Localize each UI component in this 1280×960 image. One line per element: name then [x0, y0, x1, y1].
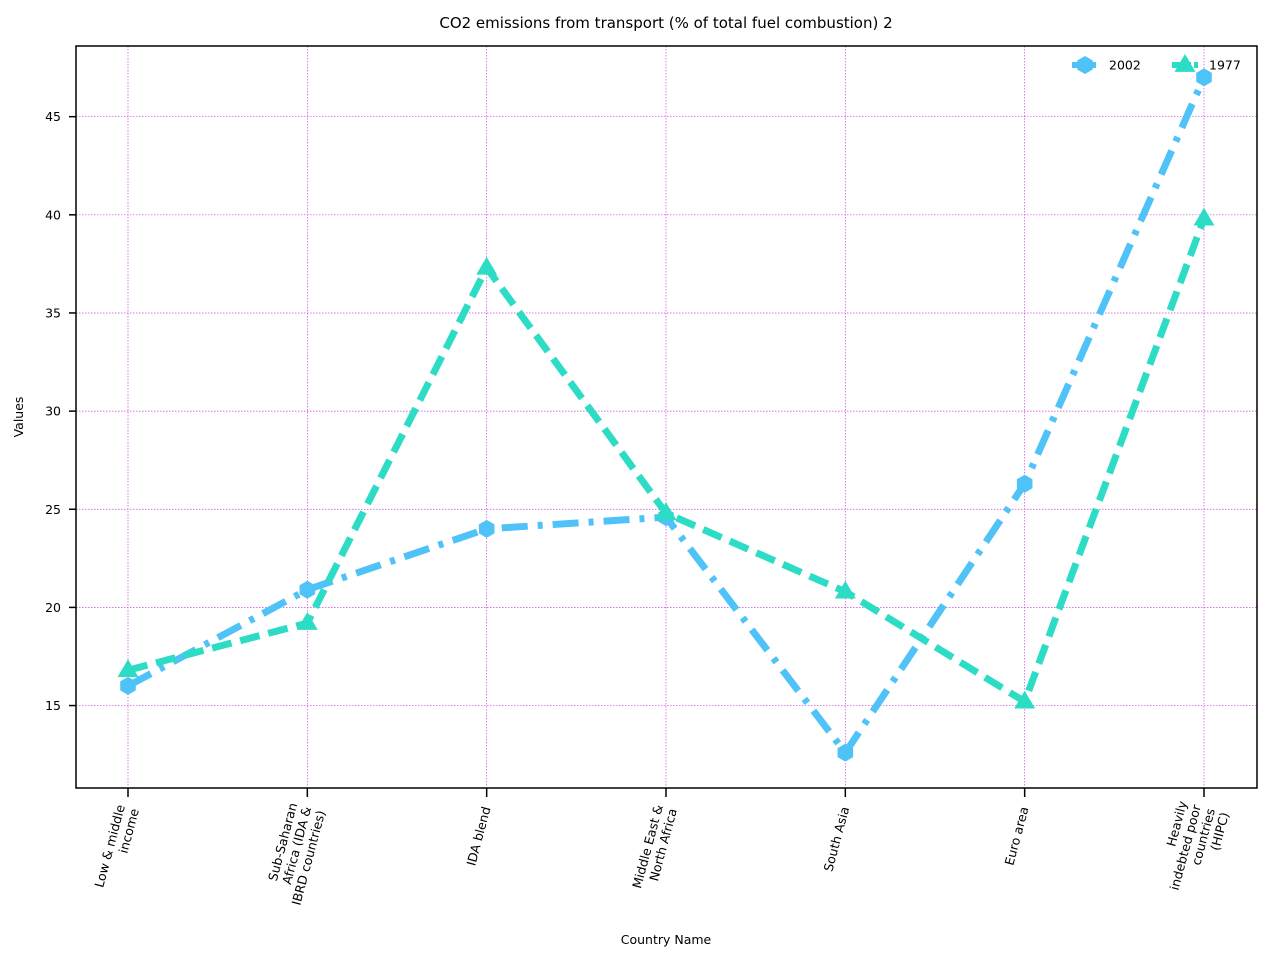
- y-tick-label: 40: [45, 207, 61, 222]
- plot-frame: [75, 45, 1258, 789]
- x-tick-label-line: South Asia: [821, 805, 853, 873]
- grid: [76, 46, 1257, 788]
- y-tick-label: 30: [45, 404, 61, 419]
- legend-label: 1977: [1209, 58, 1241, 73]
- y-tick-label: 20: [45, 600, 61, 615]
- x-tick-label: Low & middleincome: [91, 803, 142, 893]
- data-point-2002: [1196, 68, 1212, 87]
- legend-label: 2002: [1109, 58, 1141, 73]
- x-tick-label: South Asia: [821, 805, 853, 873]
- y-tick-label: 45: [45, 109, 61, 124]
- y-axis: 15 20 25 30 35 40 45: [45, 109, 76, 713]
- y-axis-label: Values: [11, 397, 26, 438]
- x-tick-label: IDA blend: [463, 805, 493, 867]
- y-tick-label: 25: [45, 502, 61, 517]
- series-layer: [117, 68, 1215, 762]
- data-point-2002: [299, 580, 316, 599]
- data-point-1977: [117, 659, 139, 678]
- data-point-1977: [296, 612, 318, 630]
- series-1977: [117, 207, 1215, 709]
- data-point-1977: [834, 580, 856, 599]
- data-point-2002: [837, 743, 854, 762]
- data-point-1977: [655, 502, 677, 521]
- data-point-1977: [1193, 207, 1215, 226]
- y-tick-label: 35: [45, 305, 61, 320]
- x-tick-label: Sub-SaharanAfrica (IDA &IBRD countries): [260, 801, 328, 907]
- data-point-1977: [1014, 690, 1036, 709]
- chart-title: CO2 emissions from transport (% of total…: [439, 14, 892, 32]
- y-tick-label: 15: [45, 698, 61, 713]
- x-tick-label: Euro area: [1001, 805, 1031, 867]
- x-axis-label: Country Name: [621, 932, 712, 947]
- x-tick-label: Middle East &North Africa: [629, 803, 680, 894]
- legend-marker-2002: [1077, 56, 1093, 74]
- data-point-2002: [478, 519, 495, 538]
- x-tick-label-line: IDA blend: [463, 805, 493, 867]
- data-point-1977: [476, 256, 498, 275]
- legend-marker-1977: [1174, 54, 1196, 72]
- x-axis: Low & middleincome Sub-SaharanAfrica (IDA…: [91, 788, 1232, 907]
- x-tick-label-line: Euro area: [1001, 805, 1031, 867]
- data-point-2002: [120, 676, 136, 695]
- legend: 2002 1977: [1072, 54, 1241, 74]
- data-point-2002: [1016, 474, 1033, 493]
- x-tick-label: Heavilyindebted poorcountries(HIPC): [1153, 798, 1232, 899]
